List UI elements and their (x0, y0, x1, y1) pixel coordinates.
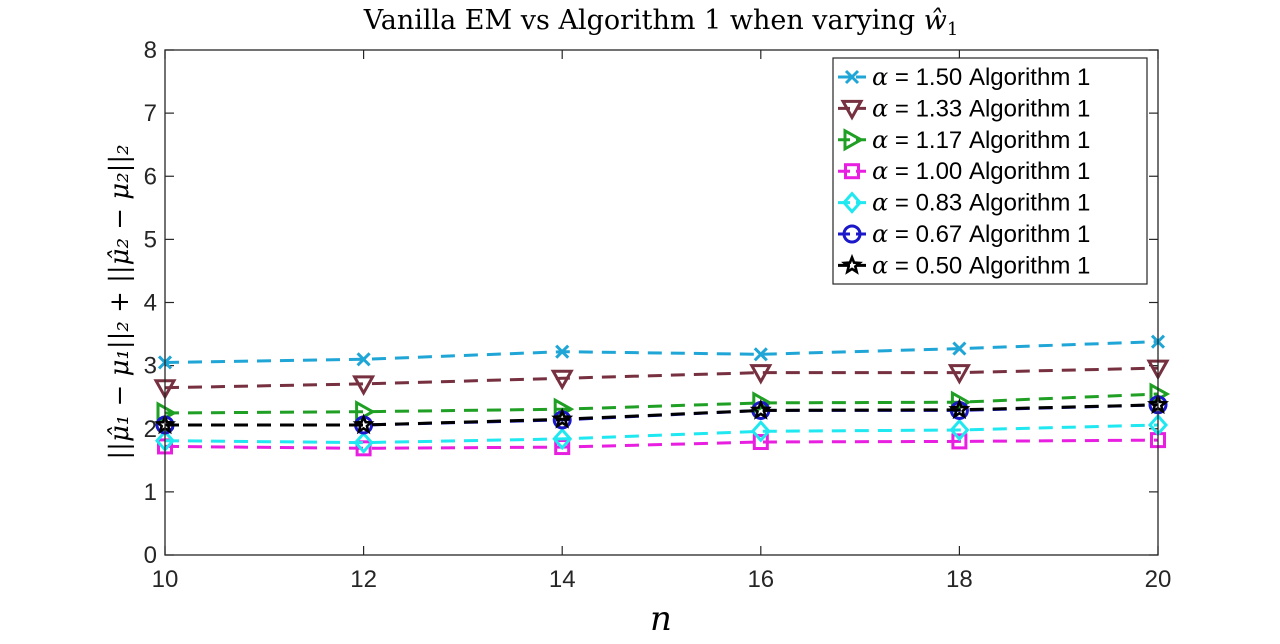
x-tick-label: 18 (946, 566, 973, 593)
y-tick-label: 7 (144, 100, 157, 127)
x-axis-ticks: 10 12 14 16 18 20 (152, 50, 1172, 593)
legend-marker (842, 224, 862, 244)
x-axis-label: n (650, 599, 672, 639)
legend-label: α = 0.83 Algorithm 1 (872, 189, 1090, 217)
legend-entry: α = 1.50 Algorithm 1 (838, 63, 1090, 91)
y-axis-label: ||μ̂₁ − μ₁||₂ + ||μ̂₂ − μ₂||₂ (105, 144, 135, 459)
series-line (164, 340, 1159, 364)
x-tick-label: 14 (549, 566, 576, 593)
series-line (164, 392, 1159, 415)
y-tick-label: 8 (144, 37, 157, 64)
y-tick-label: 5 (144, 226, 157, 253)
plot-frame (164, 49, 1159, 556)
chart-title: Vanilla EM vs Algorithm 1 when varying ŵ… (363, 5, 959, 40)
legend-marker (841, 253, 863, 275)
data-point (949, 418, 970, 442)
legend-label: α = 1.50 Algorithm 1 (872, 63, 1090, 91)
legend-label: α = 0.67 Algorithm 1 (872, 220, 1090, 248)
series-5 (154, 413, 1169, 454)
data-point (749, 364, 773, 385)
series-layer (153, 334, 1171, 457)
series-7 (154, 393, 1169, 435)
legend-label: α = 1.00 Algorithm 1 (872, 157, 1090, 185)
data-point (355, 440, 372, 457)
legend-marker (844, 69, 860, 85)
legend-entry: α = 0.67 Algorithm 1 (838, 220, 1090, 248)
x-tick-label: 20 (1145, 566, 1172, 593)
legend-label: α = 1.17 Algorithm 1 (872, 126, 1090, 154)
legend-box (832, 57, 1148, 285)
y-tick-label: 4 (144, 290, 157, 317)
legend-marker (841, 191, 863, 214)
series-4 (157, 432, 1166, 457)
legend-entry: α = 1.33 Algorithm 1 (838, 94, 1090, 122)
data-point (555, 344, 570, 359)
legend-marker (840, 99, 864, 121)
series-2 (153, 359, 1170, 400)
legend-marker (843, 128, 865, 152)
data-point (750, 420, 771, 443)
data-point (552, 427, 573, 451)
legend-entry: α = 0.50 Algorithm 1 (838, 251, 1090, 279)
x-tick-label: 16 (747, 566, 774, 593)
data-point (352, 413, 375, 435)
y-tick-label: 1 (144, 479, 157, 506)
legend-label: α = 1.33 Algorithm 1 (872, 94, 1090, 122)
data-point (353, 431, 374, 454)
legend-entry: α = 1.17 Algorithm 1 (838, 126, 1090, 154)
data-point (551, 407, 574, 429)
y-tick-label: 3 (144, 353, 157, 380)
legend-entry: α = 0.83 Algorithm 1 (838, 189, 1090, 217)
data-point (948, 398, 971, 420)
series-line (164, 366, 1159, 390)
legend-label: α = 0.50 Algorithm 1 (872, 251, 1090, 279)
data-point (352, 375, 376, 396)
x-tick-label: 12 (350, 566, 377, 593)
series-line (164, 423, 1159, 445)
x-tick-label: 10 (152, 566, 179, 593)
data-point (952, 341, 967, 356)
series-3 (156, 382, 1171, 425)
y-tick-label: 6 (144, 163, 157, 190)
data-point (554, 439, 571, 456)
legend-marker (844, 163, 860, 180)
data-point (356, 352, 371, 367)
series-line (165, 403, 1159, 427)
data-point (951, 433, 968, 450)
data-point (749, 398, 772, 420)
data-point (550, 369, 574, 391)
y-tick-label: 2 (144, 416, 157, 443)
data-point (752, 434, 769, 451)
data-point (753, 347, 768, 362)
series-line (164, 438, 1159, 450)
y-tick-label: 0 (144, 542, 157, 569)
legend-entry: α = 1.00 Algorithm 1 (838, 157, 1090, 185)
series-1 (157, 334, 1166, 370)
legend: α = 1.50 Algorithm 1 α = 1.33 Algorithm 1… (832, 57, 1148, 285)
data-point (947, 364, 971, 385)
